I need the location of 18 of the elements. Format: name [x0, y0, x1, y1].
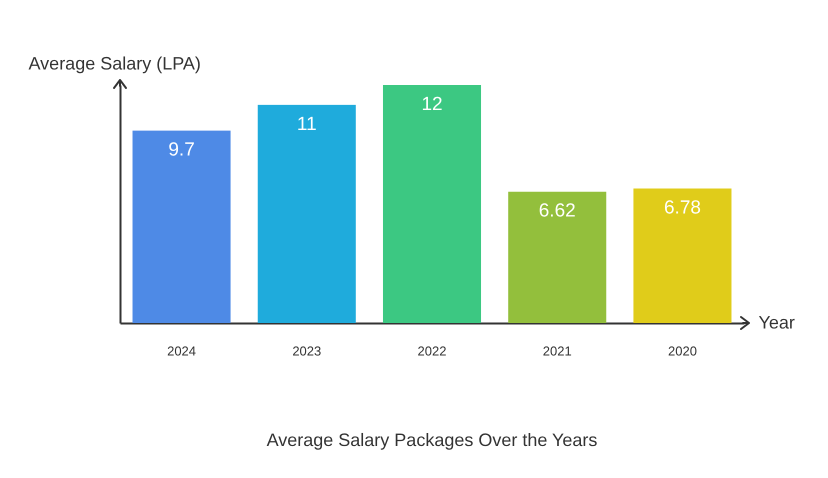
x-axis-title: Year [758, 312, 795, 332]
data-label: 9.7 [168, 140, 195, 161]
x-tick-label: 2024 [167, 344, 196, 358]
text: Average Salary Packages Over the Years [266, 430, 598, 450]
data-label: 12 [421, 94, 443, 115]
data-label: 6.78 [664, 198, 701, 219]
data-label: 6.62 [538, 200, 576, 222]
bar [382, 85, 482, 323]
data-label: 11 [296, 114, 317, 135]
bar [633, 188, 732, 323]
bar [132, 130, 231, 323]
y-axis-title: Average Salary (LPA) [28, 54, 201, 74]
bar [508, 192, 606, 323]
bar [258, 104, 356, 323]
x-tick-label: 2020 [668, 344, 697, 358]
x-tick-label: 2022 [418, 344, 446, 358]
x-tick-label: 2023 [292, 344, 322, 358]
x-tick-label: 2021 [542, 344, 572, 358]
